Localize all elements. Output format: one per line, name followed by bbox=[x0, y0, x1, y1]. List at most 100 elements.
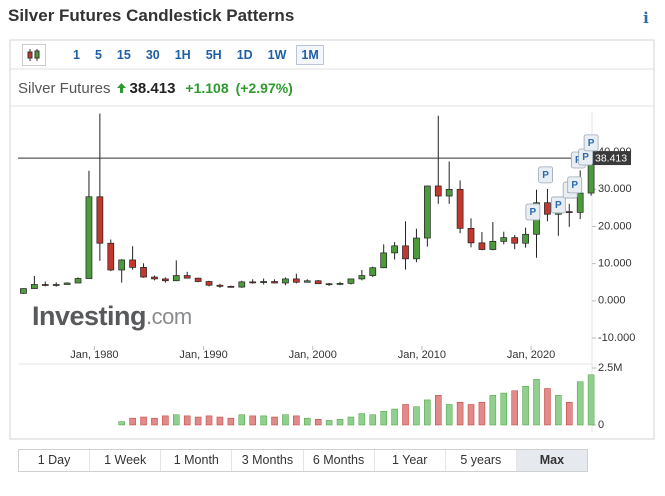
candle-body bbox=[20, 288, 27, 294]
interval-toolbar: 1 5 15 30 1H 5H 1D 1W 1M bbox=[22, 44, 329, 66]
candle-body bbox=[467, 228, 475, 244]
candle-body bbox=[489, 241, 497, 250]
candle-body bbox=[380, 252, 388, 269]
candle-body bbox=[413, 237, 420, 260]
candle-body bbox=[358, 275, 366, 280]
volume-bar bbox=[445, 404, 453, 426]
range-button[interactable]: 6 Months bbox=[304, 450, 375, 471]
pattern-marker-label: P bbox=[588, 138, 595, 149]
candle-body bbox=[162, 278, 169, 282]
interval-button[interactable]: 30 bbox=[145, 48, 160, 62]
range-selector: 1 Day 1 Week 1 Month 3 Months 6 Months 1 Year… bbox=[18, 449, 588, 472]
volume-bar bbox=[325, 420, 333, 426]
pattern-marker bbox=[567, 176, 583, 194]
volume-bar bbox=[293, 415, 300, 426]
volume-bar bbox=[522, 385, 529, 426]
page-title: Silver Futures Candlestick Patterns bbox=[8, 6, 295, 25]
pattern-marker-label: P bbox=[542, 170, 549, 181]
volume-bar bbox=[391, 408, 398, 426]
current-price-box bbox=[592, 151, 631, 166]
candle-body bbox=[456, 188, 464, 229]
candle-body bbox=[511, 237, 519, 244]
volume-bar bbox=[260, 415, 267, 426]
volume-bar bbox=[380, 411, 387, 426]
candle-body bbox=[249, 281, 257, 284]
candle-body bbox=[391, 245, 398, 254]
candle-body bbox=[314, 280, 322, 285]
volume-bar bbox=[489, 395, 497, 426]
interval-button[interactable]: 5 bbox=[94, 48, 102, 62]
candle-body bbox=[140, 267, 147, 278]
pattern-marker bbox=[525, 203, 541, 221]
volume-tick-label: 0 bbox=[598, 419, 604, 431]
candle-body bbox=[96, 196, 104, 244]
quote-row: Silver Futures 38.413 +1.108 (+2.97%) bbox=[18, 80, 300, 97]
range-button[interactable]: 1 Day bbox=[19, 450, 91, 471]
pattern-marker bbox=[538, 166, 554, 184]
candle-body bbox=[85, 196, 93, 279]
candle-body bbox=[576, 192, 584, 213]
candle-body bbox=[227, 285, 235, 288]
candle-body bbox=[282, 278, 289, 284]
volume-bar bbox=[533, 379, 540, 426]
candle-body bbox=[522, 233, 529, 244]
candle-body bbox=[445, 188, 453, 197]
candle-body bbox=[183, 275, 191, 279]
volume-bar bbox=[216, 416, 224, 426]
volume-bar bbox=[500, 392, 508, 426]
candle-body bbox=[402, 245, 409, 260]
candle-body bbox=[107, 242, 115, 271]
candle-body bbox=[260, 281, 267, 283]
volume-bar bbox=[424, 399, 431, 426]
volume-bar bbox=[173, 414, 180, 426]
candle-body bbox=[434, 185, 442, 197]
pattern-marker-label: P bbox=[555, 200, 562, 211]
volume-bar bbox=[129, 417, 136, 426]
pattern-marker bbox=[583, 134, 599, 152]
info-button[interactable]: i bbox=[643, 9, 649, 27]
watermark-suffix: .com bbox=[146, 304, 192, 329]
interval-button[interactable]: 1W bbox=[267, 48, 287, 62]
interval-button[interactable]: 1H bbox=[174, 48, 191, 62]
volume-bar bbox=[314, 419, 322, 426]
candle-body bbox=[238, 281, 246, 288]
volume-bar bbox=[238, 414, 246, 426]
candle-body bbox=[216, 284, 224, 287]
volume-bar bbox=[413, 406, 420, 426]
volume-bar bbox=[118, 421, 125, 426]
volume-bar bbox=[435, 395, 442, 426]
candle-body bbox=[293, 278, 300, 283]
candle-body bbox=[129, 259, 136, 268]
range-button[interactable]: 1 Week bbox=[90, 450, 162, 471]
pattern-marker-label: P bbox=[530, 207, 537, 218]
watermark-brand: Investing bbox=[32, 301, 146, 331]
interval-button[interactable]: 15 bbox=[116, 48, 131, 62]
chart-type-button[interactable] bbox=[22, 44, 46, 66]
range-button[interactable]: 1 Year bbox=[375, 450, 446, 471]
candle-body bbox=[205, 281, 213, 286]
chart: Investing.com 40.00030.00020.00010.0000.… bbox=[9, 39, 655, 440]
watermark: Investing.com bbox=[32, 301, 192, 331]
volume-bar bbox=[304, 417, 311, 426]
volume-bar bbox=[183, 415, 191, 426]
pattern-marker-label: P bbox=[582, 152, 589, 163]
volume-bar bbox=[358, 413, 366, 426]
volume-bar bbox=[205, 415, 213, 426]
x-tick-label: Jan, 1990 bbox=[179, 349, 227, 361]
candle-body bbox=[151, 276, 158, 280]
volume-bar bbox=[140, 416, 147, 426]
x-tick-label: Jan, 2010 bbox=[398, 349, 446, 361]
candle-body bbox=[347, 278, 355, 284]
range-button[interactable]: 3 Months bbox=[232, 450, 304, 471]
interval-button[interactable]: 1 bbox=[73, 48, 80, 62]
volume-bar bbox=[544, 388, 551, 426]
interval-button[interactable]: 1D bbox=[236, 48, 253, 62]
range-button[interactable]: 1 Month bbox=[161, 450, 233, 471]
interval-button[interactable]: 5H bbox=[205, 48, 222, 62]
current-price-label: 38.413 bbox=[595, 152, 627, 164]
range-button[interactable]: 5 years bbox=[446, 450, 517, 471]
interval-button[interactable]: 1M bbox=[296, 45, 324, 65]
candle-body bbox=[336, 283, 344, 285]
range-button[interactable]: Max bbox=[516, 450, 587, 471]
volume-tick-label: 2.5M bbox=[598, 362, 622, 374]
